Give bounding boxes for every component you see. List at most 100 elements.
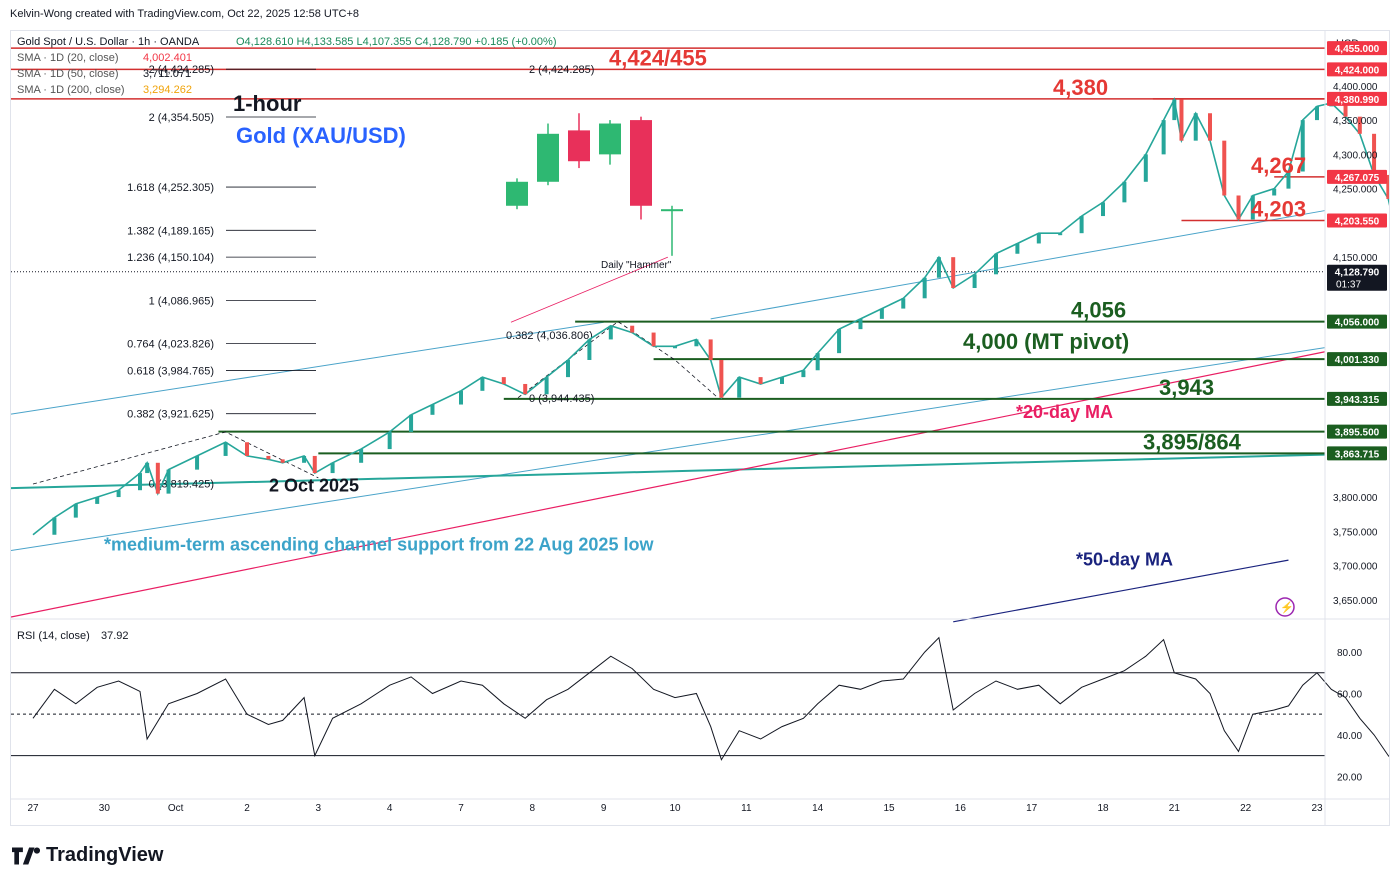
price-axis-tick: 3,800.000 <box>1333 493 1378 504</box>
price-candle <box>994 253 998 275</box>
annotation-4056: 4,056 <box>1071 298 1126 323</box>
price-candle <box>1122 181 1127 203</box>
price-candle <box>1272 188 1277 196</box>
channel-lower-line <box>10 347 1326 552</box>
inset-candle <box>661 209 683 212</box>
time-axis-tick: 4 <box>387 803 393 814</box>
price-tag <box>1327 62 1387 77</box>
price-candle <box>1357 116 1362 134</box>
price-candle <box>837 329 842 354</box>
price-candle <box>1286 171 1291 189</box>
price-candle <box>1222 140 1227 196</box>
tradingview-badge-icon[interactable]: ⚡ <box>1275 597 1295 617</box>
price-candle <box>145 462 150 474</box>
price-tag-label: 3,863.715 <box>1335 449 1380 460</box>
rsi-axis-tick: 60.00 <box>1337 689 1362 700</box>
price-candle <box>138 473 142 491</box>
time-axis-tick: 22 <box>1240 803 1252 814</box>
price-candle <box>116 490 121 498</box>
price-candle <box>266 455 271 460</box>
time-axis-tick: 14 <box>812 803 824 814</box>
price-tag <box>1327 264 1387 291</box>
price-candle <box>1250 195 1255 220</box>
legend: Gold Spot / U.S. Dollar · 1h · OANDA O4,1… <box>17 36 556 96</box>
price-axis-tick: 4,400.000 <box>1333 82 1378 93</box>
price-candle <box>630 325 635 333</box>
price-axis-tick: 3,750.000 <box>1333 527 1378 538</box>
price-candle <box>330 462 335 474</box>
price-tag <box>1327 41 1387 56</box>
price-tag <box>1327 169 1387 184</box>
legend-ohlc: O4,128.610 H4,133.585 L4,107.355 C4,128.… <box>236 36 556 48</box>
time-axis-tick: 8 <box>530 803 536 814</box>
legend-sma-value: 3,294.262 <box>143 84 192 96</box>
badge-circle <box>1275 597 1295 617</box>
price-tag-label: 4,128.790 <box>1335 268 1380 279</box>
price-candle <box>1386 174 1391 199</box>
price-candle <box>737 377 742 398</box>
price-candle <box>195 455 200 470</box>
annotation-ma50: *50-day MA <box>1076 550 1173 570</box>
annotation-ma20: *20-day MA <box>1016 402 1113 422</box>
annotation-4203: 4,203 <box>1251 196 1306 221</box>
price-tag-label: 4,056.000 <box>1335 318 1380 329</box>
chart-canvas[interactable]: 2 (4,424.285) 2 (4,354.505) 1.618 (4,252.3… <box>10 31 1400 825</box>
time-axis-tick: 9 <box>601 803 607 814</box>
channel-upper-line <box>10 321 604 415</box>
price-candle <box>1036 233 1041 244</box>
price-candle <box>1143 154 1148 182</box>
price-pane: 2 (4,424.285) 2 (4,354.505) 1.618 (4,252.3… <box>10 45 1400 623</box>
price-candle <box>1058 233 1063 236</box>
price-candle <box>1172 99 1177 121</box>
annotation-3895: 3,895/864 <box>1143 429 1242 454</box>
inset-candle <box>568 130 590 162</box>
price-candle <box>1015 243 1020 254</box>
price-candle <box>359 449 364 463</box>
price-candle <box>223 442 228 456</box>
price-candle <box>901 298 906 309</box>
hammer-label: Daily "Hammer" <box>601 260 672 271</box>
price-axis-tick: 4,150.000 <box>1333 253 1378 264</box>
time-axis-tick: 3 <box>316 803 322 814</box>
chart-title-line2: Gold (XAU/USD) <box>236 123 406 148</box>
legend-sma-value: 4,002.401 <box>143 52 192 64</box>
fib-level-label: 2 (4,354.505) <box>149 112 214 124</box>
ma50-line <box>953 559 1289 623</box>
legend-rsi-value: 37.92 <box>101 630 129 642</box>
price-tag-label: 4,001.330 <box>1335 355 1380 366</box>
price-candle <box>1300 120 1305 172</box>
price-tag <box>1327 424 1387 439</box>
price-candle <box>523 383 528 395</box>
price-tag-label: 4,424.000 <box>1335 65 1380 76</box>
price-candle <box>1101 202 1105 217</box>
time-axis-tick: 21 <box>1169 803 1181 814</box>
price-candle <box>312 455 317 474</box>
price-tag <box>1327 446 1387 461</box>
chart-container[interactable]: 2 (4,424.285) 2 (4,354.505) 1.618 (4,252.3… <box>10 30 1400 826</box>
tradingview-logo-icon <box>12 846 40 865</box>
price-axis-tick: 3,700.000 <box>1333 562 1378 573</box>
price-candle <box>480 377 485 391</box>
time-axis-tick: 30 <box>99 803 111 814</box>
tradingview-wordmark: TradingView <box>46 844 164 866</box>
time-axis-tick: 23 <box>1311 803 1323 814</box>
fib-level-label: 0.764 (4,023.826) <box>127 339 214 351</box>
ma20-line <box>10 351 1326 618</box>
price-axis-tick: 3,650.000 <box>1333 596 1378 607</box>
price-candle <box>1161 120 1166 155</box>
price-candle <box>608 325 613 340</box>
price-tag-label: 3,943.315 <box>1335 395 1380 406</box>
price-candle <box>302 455 307 463</box>
legend-symbol: Gold Spot / U.S. Dollar · 1h · OANDA <box>17 36 200 48</box>
price-candle <box>719 359 724 398</box>
price-candle <box>1193 113 1198 141</box>
time-axis-tick: 2 <box>244 803 250 814</box>
price-candle <box>1079 216 1084 234</box>
fib-level-label: 0.382 (3,921.625) <box>127 409 214 421</box>
price-candle <box>1208 113 1212 141</box>
tradingview-footer: TradingView <box>12 844 163 867</box>
legend-rsi-label: RSI (14, close) <box>17 630 90 642</box>
fib-level-label: 2 (4,424.285) <box>149 64 214 76</box>
inset-candle <box>506 181 528 206</box>
legend-sma-value: 3,711.071 <box>143 68 191 80</box>
